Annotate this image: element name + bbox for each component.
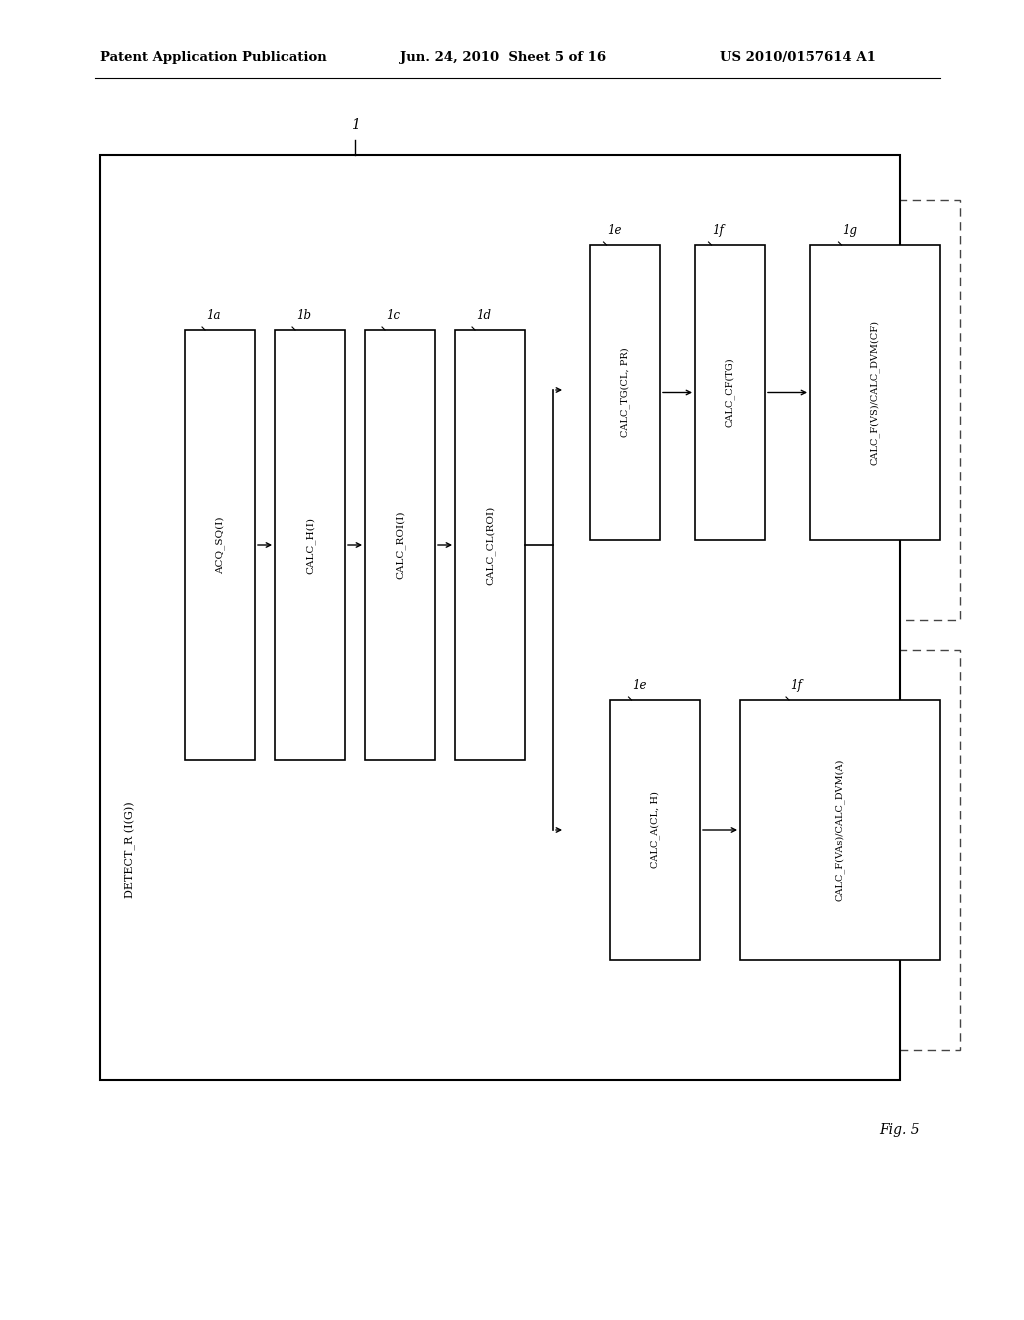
Bar	[275, 330, 345, 760]
Text: 1f: 1f	[790, 678, 802, 692]
Bar	[365, 330, 435, 760]
Bar	[155, 310, 440, 789]
Text: CALC_A(CL, H): CALC_A(CL, H)	[650, 792, 659, 869]
Bar	[565, 649, 961, 1049]
Text: 1f: 1f	[713, 224, 724, 238]
Text: 1: 1	[350, 117, 359, 132]
Bar	[185, 330, 255, 760]
Text: 1d: 1d	[476, 309, 490, 322]
Text: ACQ_SQ(I): ACQ_SQ(I)	[215, 516, 225, 574]
Text: US 2010/0157614 A1: US 2010/0157614 A1	[720, 51, 876, 65]
Text: CALC_H(I): CALC_H(I)	[305, 516, 315, 573]
Bar	[565, 201, 961, 620]
Bar	[740, 700, 940, 960]
Text: 1e: 1e	[607, 224, 622, 238]
Text: Jun. 24, 2010  Sheet 5 of 16: Jun. 24, 2010 Sheet 5 of 16	[400, 51, 606, 65]
Text: 1b: 1b	[296, 309, 311, 322]
Text: CALC_F(VS)/CALC_DVM(CF): CALC_F(VS)/CALC_DVM(CF)	[870, 319, 880, 465]
Bar	[455, 330, 525, 760]
Text: 1g: 1g	[843, 224, 857, 238]
Text: CALC_CL(ROI): CALC_CL(ROI)	[485, 506, 495, 585]
Bar	[810, 246, 940, 540]
Text: 1e: 1e	[633, 678, 647, 692]
Bar	[100, 154, 900, 1080]
Text: DETECT_R (I(G)): DETECT_R (I(G))	[124, 801, 135, 899]
Text: CALC_ROI(I): CALC_ROI(I)	[395, 511, 404, 579]
Bar	[695, 246, 765, 540]
Text: CALC_CF(TG): CALC_CF(TG)	[725, 358, 735, 428]
Text: 1c: 1c	[386, 309, 400, 322]
Text: Patent Application Publication: Patent Application Publication	[100, 51, 327, 65]
Bar	[610, 700, 700, 960]
Bar	[590, 246, 660, 540]
Text: 1a: 1a	[206, 309, 220, 322]
Text: CALC_F(VAs)/CALC_DVM(A): CALC_F(VAs)/CALC_DVM(A)	[836, 759, 845, 902]
Text: Fig. 5: Fig. 5	[880, 1123, 920, 1137]
Text: CALC_TG(CL, PR): CALC_TG(CL, PR)	[621, 347, 630, 437]
